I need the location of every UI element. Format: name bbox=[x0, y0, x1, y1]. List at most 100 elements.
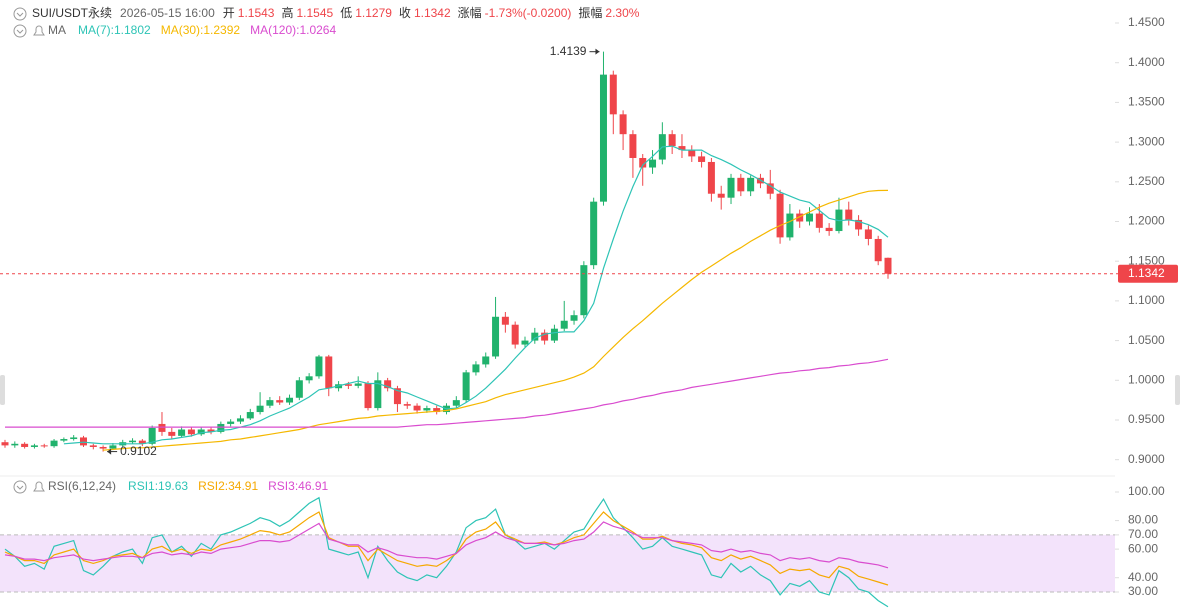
collapse-icon[interactable] bbox=[13, 24, 27, 38]
collapse-icon[interactable] bbox=[13, 480, 27, 494]
candle-body bbox=[845, 209, 853, 220]
legend-text: 收 bbox=[399, 6, 411, 20]
candle-body bbox=[541, 332, 549, 341]
candle-body bbox=[295, 380, 303, 398]
y-tick-label: 1.0500 bbox=[1128, 333, 1165, 347]
candle-body bbox=[776, 193, 784, 238]
y-tick-label: 40.00 bbox=[1128, 570, 1158, 584]
candle-body bbox=[766, 183, 774, 194]
candle-body bbox=[168, 431, 176, 436]
candle-body bbox=[423, 408, 431, 411]
arrow-head bbox=[595, 48, 600, 55]
candle-body bbox=[79, 437, 87, 446]
chevron bbox=[16, 485, 24, 490]
candle-body bbox=[472, 364, 480, 373]
legend-text: 1.1279 bbox=[355, 6, 392, 20]
candle-body bbox=[727, 177, 735, 198]
candle-body bbox=[678, 146, 686, 151]
right-handle[interactable] bbox=[1175, 375, 1180, 405]
legend-text: 2026-05-15 16:00 bbox=[120, 6, 215, 20]
candle-body bbox=[99, 446, 107, 449]
candle-body bbox=[825, 227, 833, 232]
candle-body bbox=[560, 320, 568, 329]
candle-body bbox=[344, 384, 352, 386]
y-tick-label: 100.00 bbox=[1128, 484, 1165, 498]
indicator-line bbox=[4, 521, 889, 569]
candle-body bbox=[619, 114, 627, 135]
candle-body bbox=[158, 423, 166, 432]
candle-body bbox=[89, 445, 97, 447]
candle-body bbox=[707, 161, 715, 194]
y-tick-label: 80.00 bbox=[1128, 513, 1158, 527]
candle-body bbox=[286, 397, 294, 403]
candle-body bbox=[138, 440, 146, 444]
indicator-line bbox=[4, 511, 889, 586]
legend-text: 1.1342 bbox=[414, 6, 451, 20]
candle-body bbox=[688, 150, 696, 157]
candle-body bbox=[40, 445, 48, 447]
y-tick-label: 1.3000 bbox=[1128, 134, 1165, 148]
left-handle[interactable] bbox=[0, 375, 5, 405]
candle-body bbox=[403, 404, 411, 406]
candle-body bbox=[599, 74, 607, 202]
legend-text: 1.1545 bbox=[297, 6, 334, 20]
candle-body bbox=[747, 177, 755, 192]
candle-body bbox=[305, 376, 313, 381]
legend-text: 振幅 bbox=[578, 5, 602, 20]
candle-body bbox=[521, 340, 529, 345]
candle-body bbox=[737, 177, 745, 192]
indicator-line bbox=[103, 189, 889, 451]
candle-body bbox=[109, 445, 117, 449]
candle-body bbox=[815, 213, 823, 228]
candle-body bbox=[649, 159, 657, 168]
legend-text: 开 bbox=[223, 6, 235, 20]
y-tick-label: 1.1000 bbox=[1128, 293, 1165, 307]
candle-body bbox=[717, 193, 725, 198]
candle-body bbox=[187, 429, 195, 435]
candle-body bbox=[384, 380, 392, 389]
y-tick-label: 1.2500 bbox=[1128, 174, 1165, 188]
candle-body bbox=[864, 229, 872, 239]
candle-body bbox=[462, 372, 470, 401]
y-tick-label: 1.2000 bbox=[1128, 214, 1165, 228]
candle-body bbox=[668, 134, 676, 147]
y-tick-label: 1.4500 bbox=[1128, 15, 1165, 29]
candle-body bbox=[197, 429, 205, 435]
collapse-icon[interactable] bbox=[13, 7, 27, 21]
candle-body bbox=[207, 429, 215, 432]
candle-body bbox=[452, 400, 460, 406]
legend-text: 低 bbox=[340, 6, 352, 20]
legend-text: -1.73%(-0.0200) bbox=[485, 6, 572, 20]
candle-body bbox=[148, 427, 156, 444]
indicator-line bbox=[5, 358, 889, 428]
candle-body bbox=[325, 356, 333, 389]
candle-body bbox=[246, 412, 254, 419]
candle-body bbox=[492, 316, 500, 357]
current-price-tag bbox=[1118, 264, 1178, 283]
candle-body bbox=[21, 443, 29, 447]
candle-body bbox=[874, 238, 882, 262]
candle-body bbox=[30, 445, 38, 447]
y-tick-label: 60.00 bbox=[1128, 541, 1158, 555]
candle-body bbox=[217, 423, 225, 432]
candle-body bbox=[580, 265, 588, 316]
candle-body bbox=[178, 429, 186, 436]
legend-text: RSI3:46.91 bbox=[268, 479, 328, 493]
candle-body bbox=[531, 332, 539, 341]
candle-body bbox=[1, 442, 9, 446]
candle-body bbox=[354, 383, 362, 386]
candle-body bbox=[629, 134, 637, 158]
annotation-label: 1.4139 bbox=[550, 44, 587, 58]
legend-text: 2.30% bbox=[605, 6, 639, 20]
legend-text: MA(120):1.0264 bbox=[250, 23, 336, 37]
chevron bbox=[16, 29, 24, 34]
candle-body bbox=[50, 440, 58, 447]
candle-body bbox=[433, 408, 441, 413]
candle-body bbox=[266, 400, 274, 406]
candle-body bbox=[70, 437, 78, 440]
candle-body bbox=[236, 418, 244, 422]
candle-body bbox=[639, 157, 647, 168]
